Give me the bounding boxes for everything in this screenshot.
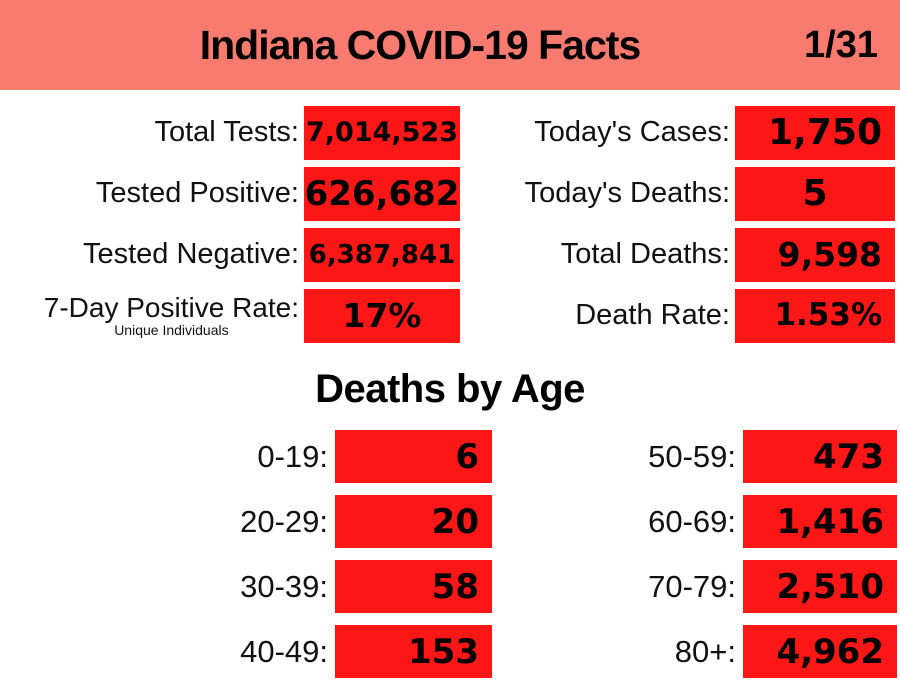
age-40-49-value-box: 153 xyxy=(335,625,492,678)
tested-negative-value: 6,387,841 xyxy=(308,239,456,270)
age-60-69-value: 1,416 xyxy=(776,501,884,542)
total-tests-label: Total Tests: xyxy=(154,116,299,149)
stat-row-tested-positive: Tested Positive: 626,682 xyxy=(0,163,462,224)
age-60-69-value-box: 1,416 xyxy=(743,495,897,548)
age-0-19-value: 6 xyxy=(455,436,479,477)
total-tests-value-box: 7,014,523 xyxy=(304,105,460,160)
stat-row-total-tests: Total Tests: 7,014,523 xyxy=(0,102,462,163)
age-60-69-label: 60-69: xyxy=(648,503,736,539)
age-row-80-plus: 80+: 4,962 xyxy=(496,619,900,684)
tested-positive-value-box: 626,682 xyxy=(304,166,460,221)
todays-deaths-value-box: 5 xyxy=(735,166,895,221)
stat-row-positive-rate: 7-Day Positive Rate: Unique Individuals … xyxy=(0,285,462,346)
todays-deaths-value: 5 xyxy=(802,172,828,214)
age-30-39-value-box: 58 xyxy=(335,560,492,613)
tested-positive-value: 626,682 xyxy=(304,173,460,214)
age-0-19-label: 0-19: xyxy=(257,438,328,474)
tested-positive-label: Tested Positive: xyxy=(95,177,299,210)
death-rate-label: Death Rate: xyxy=(575,299,730,332)
total-deaths-value-box: 9,598 xyxy=(735,227,895,282)
header-date: 1/31 xyxy=(804,24,878,66)
stat-row-total-deaths: Total Deaths: 9,598 xyxy=(462,224,900,285)
age-50-59-value: 473 xyxy=(813,436,884,477)
death-rate-value-box: 1.53% xyxy=(735,288,895,343)
age-40-49-label: 40-49: xyxy=(240,633,328,669)
positive-rate-value-box: 17% xyxy=(304,288,460,343)
total-deaths-value: 9,598 xyxy=(777,235,882,274)
todays-cases-value-box: 1,750 xyxy=(735,105,895,160)
age-70-79-value-box: 2,510 xyxy=(743,560,897,613)
positive-rate-sublabel: Unique Individuals xyxy=(114,322,229,339)
age-40-49-value: 153 xyxy=(408,631,479,672)
death-rate-value: 1.53% xyxy=(774,297,882,333)
age-row-40-49: 40-49: 153 xyxy=(0,619,496,684)
age-30-39-label: 30-39: xyxy=(240,568,328,604)
stat-row-todays-deaths: Today's Deaths: 5 xyxy=(462,163,900,224)
page-title: Indiana COVID-19 Facts xyxy=(199,21,642,68)
tested-negative-label: Tested Negative: xyxy=(82,238,299,271)
age-80-plus-label: 80+: xyxy=(674,633,736,669)
age-80-plus-value: 4,962 xyxy=(776,631,884,672)
todays-cases-value: 1,750 xyxy=(768,111,882,153)
positive-rate-label: 7-Day Positive Rate: xyxy=(43,291,299,323)
age-20-29-value-box: 20 xyxy=(335,495,492,548)
age-30-39-value: 58 xyxy=(431,566,479,607)
stat-row-todays-cases: Today's Cases: 1,750 xyxy=(462,102,900,163)
age-50-59-label: 50-59: xyxy=(648,438,736,474)
age-50-59-value-box: 473 xyxy=(743,430,897,483)
age-70-79-label: 70-79: xyxy=(648,568,736,604)
age-row-50-59: 50-59: 473 xyxy=(496,424,900,489)
stats-grid: Total Tests: 7,014,523 Today's Cases: 1,… xyxy=(0,90,900,346)
total-tests-value: 7,014,523 xyxy=(305,117,459,148)
header-bar: Indiana COVID-19 Facts 1/31 xyxy=(0,0,900,90)
stat-row-tested-negative: Tested Negative: 6,387,841 xyxy=(0,224,462,285)
positive-rate-label-stack: 7-Day Positive Rate: Unique Individuals xyxy=(43,291,299,339)
age-70-79-value: 2,510 xyxy=(776,566,884,607)
stat-row-death-rate: Death Rate: 1.53% xyxy=(462,285,900,346)
tested-negative-value-box: 6,387,841 xyxy=(304,227,460,282)
age-row-30-39: 30-39: 58 xyxy=(0,554,496,619)
todays-deaths-label: Today's Deaths: xyxy=(524,177,730,210)
age-80-plus-value-box: 4,962 xyxy=(743,625,897,678)
age-20-29-value: 20 xyxy=(431,501,479,542)
deaths-by-age-grid: 0-19: 6 50-59: 473 20-29: 20 60-69: 1,41… xyxy=(0,424,900,684)
age-row-0-19: 0-19: 6 xyxy=(0,424,496,489)
age-0-19-value-box: 6 xyxy=(335,430,492,483)
age-row-70-79: 70-79: 2,510 xyxy=(496,554,900,619)
total-deaths-label: Total Deaths: xyxy=(560,238,730,271)
age-20-29-label: 20-29: xyxy=(240,503,328,539)
positive-rate-value: 17% xyxy=(342,296,422,335)
age-row-20-29: 20-29: 20 xyxy=(0,489,496,554)
todays-cases-label: Today's Cases: xyxy=(534,116,730,149)
deaths-by-age-title: Deaths by Age xyxy=(315,367,585,411)
age-row-60-69: 60-69: 1,416 xyxy=(496,489,900,554)
